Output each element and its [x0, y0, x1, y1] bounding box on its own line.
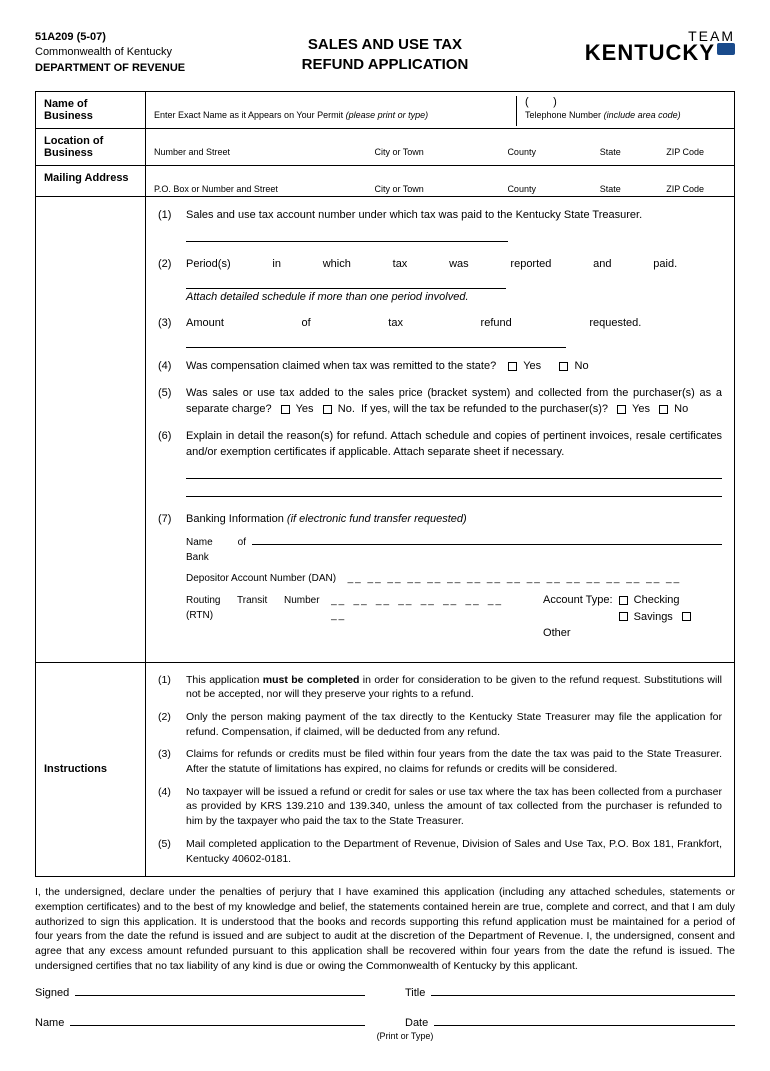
declaration-text: I, the undersigned, declare under the pe… [35, 885, 735, 973]
q1-input[interactable] [186, 228, 508, 242]
rtn-input[interactable]: __ __ __ __ __ __ __ __ __ [331, 593, 503, 623]
form-code: 51A209 (5-07) [35, 30, 185, 45]
q6-input-line1[interactable] [186, 465, 722, 479]
title-input[interactable] [431, 995, 735, 996]
instruction-4: (4) No taxpayer will be issued a refund … [158, 785, 722, 829]
instruction-2: (2) Only the person making payment of th… [158, 710, 722, 739]
business-name-label: Name of Business [36, 92, 146, 128]
q4-yes-checkbox[interactable] [508, 362, 517, 371]
instruction-3: (3) Claims for refunds or credits must b… [158, 747, 722, 776]
title-line1: SALES AND USE TAX [185, 35, 585, 55]
kentucky-state-icon [717, 43, 735, 55]
questions-row: (1) Sales and use tax account number und… [36, 197, 734, 663]
print-hint: (Print or Type) [75, 1031, 735, 1041]
instructions-label: Instructions [36, 663, 146, 877]
q3-input[interactable] [186, 336, 566, 348]
phone-parens: ( ) [525, 96, 726, 108]
header-title: SALES AND USE TAX REFUND APPLICATION [185, 30, 585, 74]
department-text: DEPARTMENT OF REVENUE [35, 61, 185, 76]
question-2: (2) Period(s) in which tax was reported … [158, 256, 722, 306]
question-5: (5) Was sales or use tax added to the sa… [158, 385, 722, 418]
logo: TEAM KENTUCKY [585, 30, 735, 63]
signature-row-2: Name Date [35, 1017, 735, 1029]
q2-input[interactable] [186, 277, 506, 289]
location-label: Location of Business [36, 129, 146, 165]
col-zip: ZIP Code [644, 147, 726, 157]
col-state2: State [576, 184, 644, 194]
business-name-row: Name of Business Enter Exact Name as it … [36, 92, 734, 129]
checking-checkbox[interactable] [619, 596, 628, 605]
other-checkbox[interactable] [682, 612, 691, 621]
col-city2: City or Town [331, 184, 467, 194]
q5b-yes-checkbox[interactable] [617, 405, 626, 414]
signed-input[interactable] [75, 995, 365, 996]
mailing-row: Mailing Address P.O. Box or Number and S… [36, 166, 734, 197]
location-row: Location of Business Number and Street C… [36, 129, 734, 166]
form-header: 51A209 (5-07) Commonwealth of Kentucky D… [35, 30, 735, 76]
dan-input[interactable]: __ __ __ __ __ __ __ __ __ __ __ __ __ _… [348, 571, 682, 586]
bank-name-input[interactable] [252, 533, 722, 545]
question-1: (1) Sales and use tax account number und… [158, 207, 722, 246]
q5a-no-checkbox[interactable] [323, 405, 332, 414]
form-table: Name of Business Enter Exact Name as it … [35, 91, 735, 877]
q4-no-checkbox[interactable] [559, 362, 568, 371]
savings-checkbox[interactable] [619, 612, 628, 621]
business-name-input[interactable]: Enter Exact Name as it Appears on Your P… [154, 96, 516, 126]
question-3: (3) Amount of tax refund requested. [158, 315, 722, 348]
q6-input-line2[interactable] [186, 483, 722, 497]
q5b-no-checkbox[interactable] [659, 405, 668, 414]
col-county2: County [467, 184, 576, 194]
header-left: 51A209 (5-07) Commonwealth of Kentucky D… [35, 30, 185, 76]
instruction-5: (5) Mail completed application to the De… [158, 837, 722, 866]
mailing-input[interactable]: P.O. Box or Number and Street City or To… [146, 166, 734, 196]
logo-kentucky: KENTUCKY [585, 40, 715, 65]
instructions-row: Instructions (1) This application must b… [36, 663, 734, 877]
date-input[interactable] [434, 1025, 735, 1026]
col-city: City or Town [331, 147, 467, 157]
col-street: Number and Street [154, 147, 331, 157]
name-input[interactable] [70, 1025, 365, 1026]
signature-row-1: Signed Title [35, 987, 735, 999]
question-4: (4) Was compensation claimed when tax wa… [158, 358, 722, 375]
commonwealth-text: Commonwealth of Kentucky [35, 45, 185, 60]
phone-input[interactable]: ( ) Telephone Number (include area code) [516, 96, 726, 126]
col-zip2: ZIP Code [644, 184, 726, 194]
location-input[interactable]: Number and Street City or Town County St… [146, 129, 734, 165]
col-state: State [576, 147, 644, 157]
col-pobox: P.O. Box or Number and Street [154, 184, 331, 194]
title-line2: REFUND APPLICATION [185, 55, 585, 75]
col-county: County [467, 147, 576, 157]
question-6: (6) Explain in detail the reason(s) for … [158, 428, 722, 501]
instruction-1: (1) This application must be completed i… [158, 673, 722, 702]
q5a-yes-checkbox[interactable] [281, 405, 290, 414]
mailing-label: Mailing Address [36, 166, 146, 196]
question-7: (7) Banking Information (if electronic f… [158, 511, 722, 648]
